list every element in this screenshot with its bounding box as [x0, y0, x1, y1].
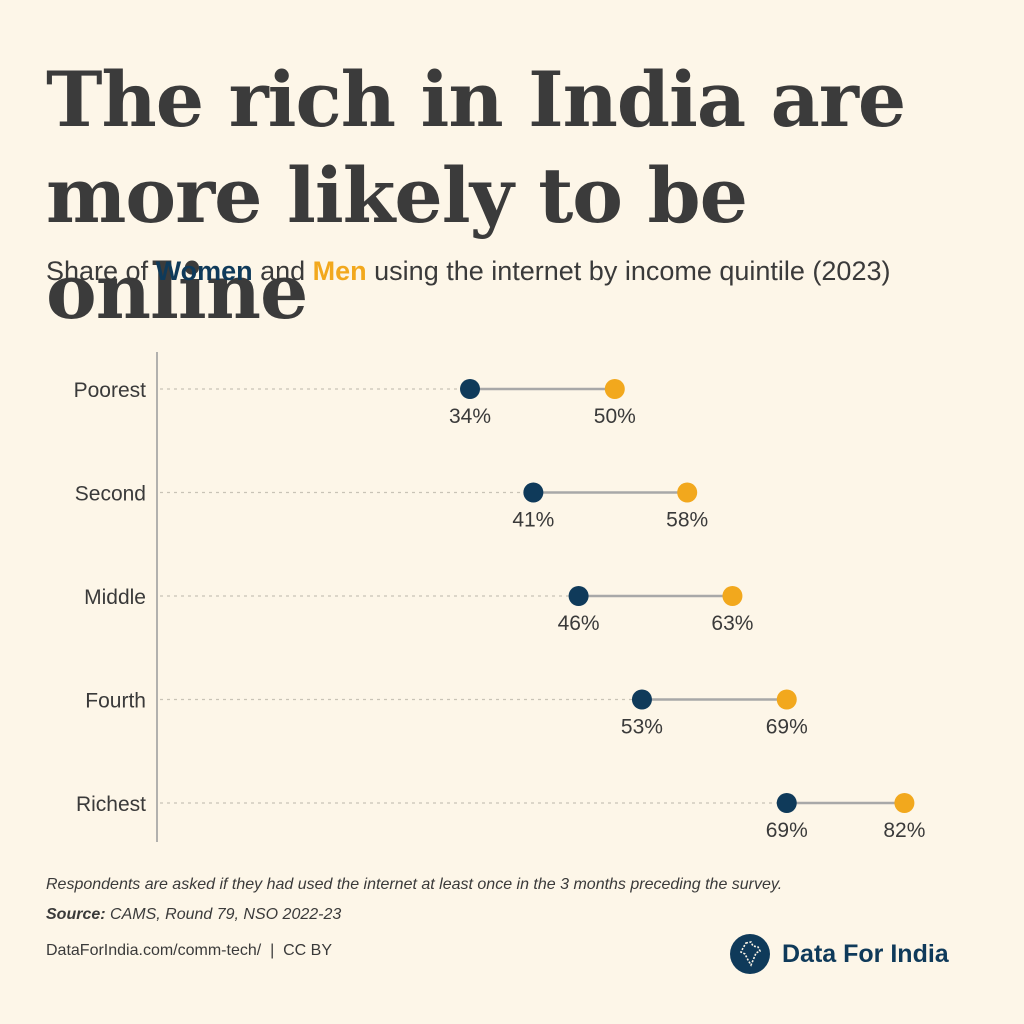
subtitle-text-3: using the internet by income quintile (2… [366, 256, 891, 286]
men-point [894, 793, 915, 813]
category-label: Poorest [74, 379, 147, 402]
women-point [523, 482, 544, 503]
men-value-label: 63% [711, 612, 753, 635]
women-value-label: 41% [512, 509, 554, 532]
legend-men: Men [312, 256, 367, 286]
subtitle-text-1: Share of [46, 256, 156, 286]
category-label: Fourth [85, 690, 146, 713]
india-map-icon [730, 934, 770, 974]
legend-women: Women [155, 256, 253, 286]
men-point [776, 689, 797, 710]
category-label: Second [75, 483, 146, 506]
source-line: Source: CAMS, Round 79, NSO 2022-23 [46, 906, 341, 924]
women-point [568, 586, 589, 606]
men-point [722, 586, 743, 606]
men-value-label: 50% [594, 405, 636, 428]
men-point [604, 379, 625, 399]
men-value-label: 58% [666, 509, 708, 532]
chart-title: The rich in India are more likely to be … [46, 55, 906, 336]
women-value-label: 69% [766, 819, 808, 842]
chart-subtitle: Share of Women and Men using the interne… [46, 252, 986, 290]
footnote: Respondents are asked if they had used t… [46, 876, 783, 893]
women-point [776, 793, 797, 813]
dumbbell-chart: Poorest 34% 50% Second 41% 58% Middle 46% 63% Fou… [74, 352, 925, 842]
category-label: Middle [84, 586, 146, 609]
credit-line: DataForIndia.com/comm-tech/ | CC BY [46, 942, 333, 959]
source-label: Source: [46, 906, 106, 923]
men-point [677, 482, 698, 503]
source-text: CAMS, Round 79, NSO 2022-23 [105, 906, 342, 923]
women-point [631, 689, 652, 710]
men-value-label: 69% [766, 716, 808, 739]
category-label: Richest [76, 793, 146, 816]
women-point [460, 379, 480, 399]
brand: Data For India [730, 934, 949, 974]
women-value-label: 46% [558, 612, 600, 635]
women-value-label: 34% [449, 405, 491, 428]
subtitle-text-2: and [252, 256, 313, 286]
brand-name: Data For India [782, 939, 949, 968]
women-value-label: 53% [621, 716, 663, 739]
men-value-label: 82% [883, 819, 925, 842]
